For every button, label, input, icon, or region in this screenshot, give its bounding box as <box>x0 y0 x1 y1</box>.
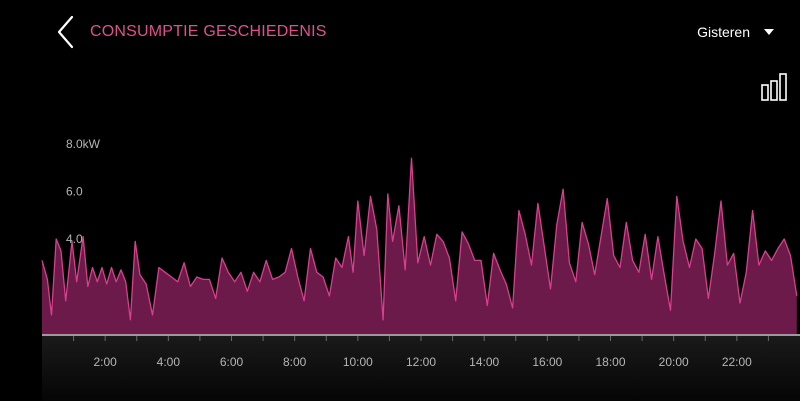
x-tick-label: 8:00 <box>283 355 307 369</box>
app-header: CONSUMPTIE GESCHIEDENIS Gisteren <box>0 0 800 64</box>
x-tick-label: 18:00 <box>595 355 625 369</box>
x-tick-label: 6:00 <box>220 355 244 369</box>
caret-down-icon <box>764 29 774 35</box>
range-label: Gisteren <box>697 24 750 40</box>
x-tick-label: 2:00 <box>93 355 117 369</box>
consumption-area <box>42 158 797 334</box>
page-title: CONSUMPTIE GESCHIEDENIS <box>90 23 327 40</box>
x-tick-label: 10:00 <box>343 355 373 369</box>
y-tick-label: 4.0 <box>66 232 83 246</box>
x-tick-label: 12:00 <box>406 355 436 369</box>
bar-chart-icon <box>761 73 787 101</box>
y-tick-label: 6.0 <box>66 185 83 199</box>
chart-type-toggle[interactable] <box>760 72 788 102</box>
x-axis-band <box>42 336 800 401</box>
consumption-chart: 2.04.06.08.0kW 2:004:006:008:0010:0012:0… <box>41 137 800 401</box>
y-tick-label: 8.0kW <box>66 137 101 151</box>
x-tick-label: 22:00 <box>722 355 752 369</box>
x-tick-label: 4:00 <box>157 355 181 369</box>
chevron-left-icon <box>57 15 74 49</box>
x-tick-label: 14:00 <box>469 355 499 369</box>
x-tick-label: 20:00 <box>659 355 689 369</box>
back-button[interactable] <box>52 14 82 50</box>
x-tick-label: 16:00 <box>532 355 562 369</box>
range-dropdown[interactable]: Gisteren <box>697 24 774 40</box>
consumption-line <box>41 157 798 321</box>
